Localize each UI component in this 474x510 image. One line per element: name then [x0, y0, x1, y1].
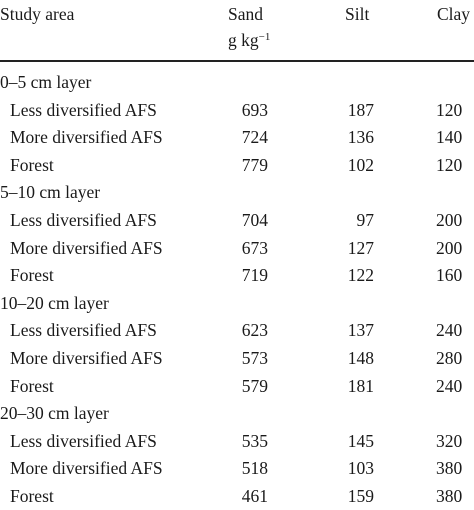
- row-label: Forest: [10, 375, 54, 396]
- sand-value: 535: [241, 430, 268, 451]
- table-row: Less diversified AFS 623 137 240: [0, 317, 474, 344]
- sand-value: 704: [241, 210, 268, 230]
- silt-value: 187: [347, 99, 374, 120]
- sand-value: 518: [241, 458, 268, 479]
- sand-value: 673: [241, 237, 268, 258]
- row-label: Forest: [10, 265, 54, 286]
- sand-value: 724: [241, 127, 268, 148]
- layer-heading-row: 20–30 cm layer: [0, 400, 474, 427]
- sand-value: 693: [241, 99, 268, 120]
- layer-heading-row: 5–10 cm layer: [0, 179, 474, 206]
- table-row: Forest 579 181 240: [0, 373, 474, 400]
- clay-value: 140: [436, 127, 463, 148]
- unit-base: g kg: [228, 30, 259, 50]
- clay-value: 380: [436, 458, 463, 479]
- header-unit: g kg−1: [228, 30, 270, 51]
- table-row: Forest 779 102 120: [0, 152, 474, 179]
- silt-value: 127: [347, 237, 374, 258]
- clay-value: 320: [436, 430, 463, 451]
- table-row: Forest 719 122 160: [0, 262, 474, 289]
- silt-value: 159: [347, 486, 374, 506]
- unit-exponent: −1: [258, 31, 271, 43]
- silt-value: 181: [347, 375, 374, 396]
- clay-value: 240: [436, 320, 463, 341]
- table-row: More diversified AFS 518 103 380: [0, 455, 474, 482]
- sand-value: 461: [241, 486, 268, 506]
- silt-value: 97: [356, 210, 375, 230]
- row-label: More diversified AFS: [10, 237, 163, 258]
- clay-value: 280: [436, 348, 463, 368]
- silt-value: 122: [347, 265, 374, 286]
- sand-value: 573: [241, 348, 268, 368]
- table-row: More diversified AFS 724 136 140: [0, 124, 474, 151]
- clay-value: 200: [436, 210, 463, 230]
- row-label: Less diversified AFS: [10, 320, 157, 341]
- clay-value: 160: [436, 265, 463, 286]
- header-study-area: Study area: [0, 4, 75, 24]
- table-row: More diversified AFS 573 148 280: [0, 345, 474, 372]
- row-label: More diversified AFS: [10, 348, 163, 368]
- sand-value: 779: [241, 154, 268, 175]
- clay-value: 240: [436, 375, 463, 396]
- layer-heading-row: 0–5 cm layer: [0, 69, 474, 96]
- clay-value: 120: [436, 154, 463, 175]
- header-rule: [0, 60, 474, 62]
- layer-heading: 20–30 cm layer: [0, 403, 109, 424]
- silt-value: 137: [347, 320, 374, 341]
- silt-value: 136: [347, 127, 374, 148]
- silt-value: 148: [347, 348, 374, 368]
- clay-value: 120: [436, 99, 463, 120]
- layer-heading-row: 10–20 cm layer: [0, 290, 474, 317]
- sand-value: 623: [241, 320, 268, 341]
- table-row: More diversified AFS 673 127 200: [0, 235, 474, 262]
- header-sand: Sand: [228, 4, 263, 24]
- silt-value: 102: [347, 154, 374, 175]
- layer-heading: 5–10 cm layer: [0, 182, 101, 203]
- table-row: Less diversified AFS 693 187 120: [0, 97, 474, 124]
- table-row: Less diversified AFS 535 145 320: [0, 428, 474, 455]
- layer-heading: 0–5 cm layer: [0, 72, 92, 92]
- clay-value: 380: [436, 486, 463, 506]
- row-label: More diversified AFS: [10, 127, 163, 148]
- sand-value: 579: [241, 375, 268, 396]
- header-clay: Clay: [437, 4, 471, 24]
- table-row: Less diversified AFS 704 97 200: [0, 207, 474, 234]
- row-label: Forest: [10, 154, 54, 175]
- sand-value: 719: [241, 265, 268, 286]
- row-label: Forest: [10, 486, 54, 506]
- header-silt: Silt: [345, 4, 370, 24]
- layer-heading: 10–20 cm layer: [0, 292, 109, 313]
- silt-value: 145: [347, 430, 374, 451]
- row-label: Less diversified AFS: [10, 430, 157, 451]
- row-label: Less diversified AFS: [10, 210, 157, 230]
- table-row: Forest 461 159 380: [0, 483, 474, 510]
- row-label: More diversified AFS: [10, 458, 163, 479]
- silt-value: 103: [347, 458, 374, 479]
- clay-value: 200: [436, 237, 463, 258]
- row-label: Less diversified AFS: [10, 99, 157, 120]
